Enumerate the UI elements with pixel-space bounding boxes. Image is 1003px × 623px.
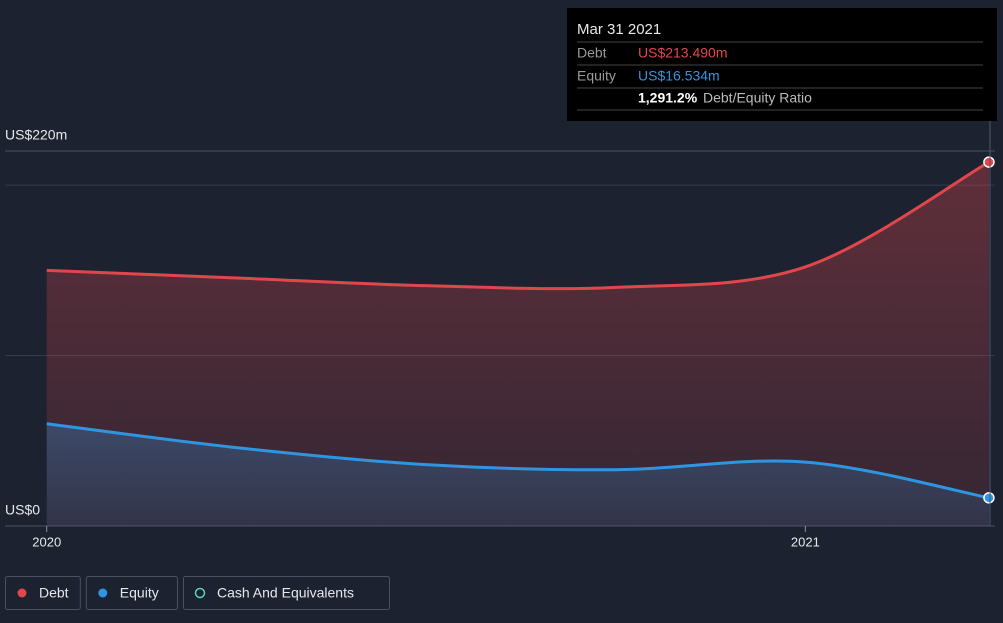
legend-item[interactable]: Cash And Equivalents bbox=[183, 576, 390, 610]
end-point bbox=[983, 492, 995, 504]
legend-button bbox=[5, 576, 81, 610]
legend-item[interactable]: Debt bbox=[5, 576, 81, 610]
plot: US$0 US$220m 2020 2021 bbox=[5, 127, 995, 549]
legend: Debt Equity Cash And Equivalents bbox=[5, 576, 390, 610]
line bbox=[46, 160, 990, 291]
legend-button bbox=[183, 576, 390, 610]
tooltip-label: Debt bbox=[577, 45, 607, 61]
legend-label: Debt bbox=[39, 585, 69, 601]
y-tick-label: US$220m bbox=[5, 127, 67, 143]
tooltip-ratio-label: Debt/Equity Ratio bbox=[703, 90, 812, 106]
area bbox=[46, 162, 989, 526]
x-tick-label: 2021 bbox=[791, 534, 820, 549]
end-point bbox=[983, 156, 995, 168]
tooltip-label: Equity bbox=[577, 68, 616, 84]
tooltip-value: US$16.534m bbox=[638, 68, 720, 84]
tooltip: Mar 31 2021 Debt US$213.490m Equity US$1… bbox=[567, 8, 997, 121]
y-tick-label: US$0 bbox=[5, 502, 40, 518]
area bbox=[46, 423, 989, 526]
legend-button bbox=[85, 576, 178, 610]
tooltip-title: Mar 31 2021 bbox=[577, 21, 661, 38]
legend-swatch bbox=[98, 588, 108, 598]
legend-label: Cash And Equivalents bbox=[217, 585, 354, 601]
legend-label: Equity bbox=[120, 585, 159, 601]
x-tick-label: 2020 bbox=[32, 534, 61, 549]
tooltip-ratio: 1,291.2% bbox=[638, 90, 698, 106]
legend-swatch bbox=[17, 588, 27, 598]
tooltip-value: US$213.490m bbox=[638, 45, 728, 61]
legend-item[interactable]: Equity bbox=[85, 576, 178, 610]
line bbox=[46, 422, 990, 500]
legend-swatch bbox=[194, 587, 206, 599]
